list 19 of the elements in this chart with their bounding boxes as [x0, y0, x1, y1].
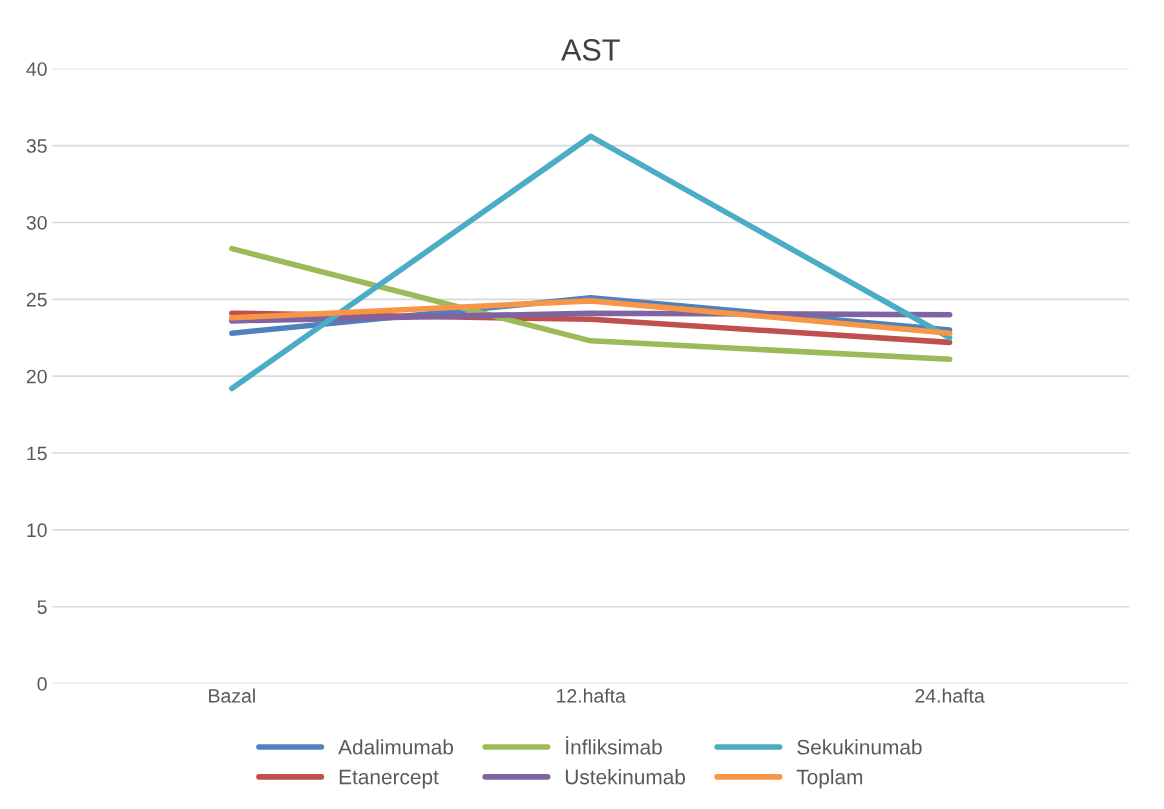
y-tick-label: 0: [37, 677, 47, 691]
y-tick-label: 10: [27, 523, 47, 538]
y-tick-label: 20: [26, 369, 47, 384]
y-tick-label: 35: [26, 139, 47, 153]
legend-label: İnfliksimab: [566, 736, 662, 755]
legend-label: Adalimumab: [338, 739, 454, 755]
y-tick-label: 30: [26, 215, 47, 230]
x-tick-label: 12.hafta: [557, 688, 626, 703]
x-tick-label: 24.hafta: [915, 688, 985, 703]
legend-label: Ustekinumab: [565, 769, 686, 785]
legend-label: Sekukinumab: [797, 739, 922, 755]
legend-label: Toplam: [796, 769, 863, 789]
y-tick-label: 40: [26, 62, 47, 76]
legend-label: Etanercept: [339, 769, 439, 789]
x-tick-label: Bazal: [209, 688, 255, 703]
chart-title: AST: [561, 39, 620, 61]
y-tick-label: 5: [37, 600, 47, 614]
y-tick-label: 25: [26, 292, 47, 307]
y-tick-label: 15: [27, 446, 47, 461]
